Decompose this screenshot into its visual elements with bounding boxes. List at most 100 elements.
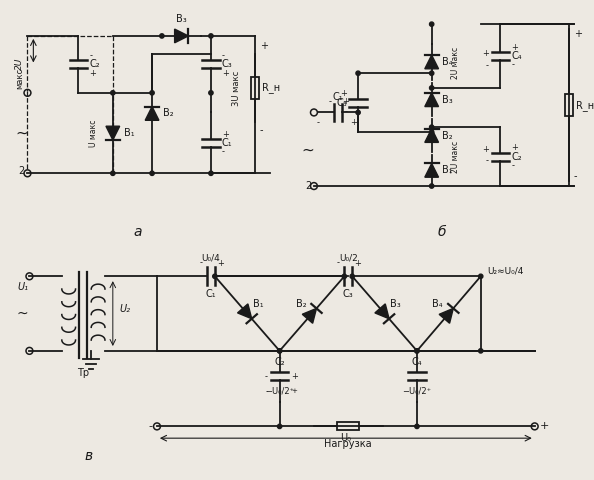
Circle shape (429, 130, 434, 134)
Text: -: - (511, 161, 514, 170)
Text: B₃: B₃ (443, 95, 453, 105)
Text: C₂: C₂ (274, 357, 285, 367)
Text: +: + (482, 144, 489, 154)
Bar (565, 94, 573, 116)
Circle shape (415, 424, 419, 429)
Text: -: - (328, 97, 331, 106)
Text: 2U макс: 2U макс (451, 48, 460, 80)
Circle shape (160, 34, 164, 38)
Text: -: - (148, 421, 152, 432)
Text: +: + (350, 118, 356, 127)
Text: C₃: C₃ (337, 97, 347, 108)
Text: +: + (355, 259, 362, 267)
Circle shape (150, 91, 154, 95)
Text: B₂: B₂ (443, 131, 453, 141)
Text: -: - (337, 259, 340, 267)
Circle shape (429, 22, 434, 26)
Polygon shape (425, 93, 438, 107)
Text: +: + (89, 69, 96, 78)
Circle shape (150, 171, 154, 176)
Text: B₄: B₄ (432, 299, 443, 309)
Text: -: - (89, 51, 92, 60)
Text: 3U макс: 3U макс (232, 70, 241, 106)
Text: -: - (317, 118, 320, 127)
Text: +: + (539, 421, 549, 432)
Text: ~: ~ (15, 126, 28, 141)
Circle shape (277, 424, 282, 429)
Text: -: - (574, 171, 577, 181)
Text: U₂≈U₀/4: U₂≈U₀/4 (488, 267, 524, 276)
Text: +: + (340, 89, 347, 98)
Polygon shape (425, 129, 438, 143)
Text: б: б (437, 225, 446, 239)
Text: −U₀/2⁺: −U₀/2⁺ (402, 386, 431, 395)
Text: C₁: C₁ (333, 92, 343, 102)
Circle shape (356, 110, 360, 115)
Text: -: - (485, 61, 489, 70)
Circle shape (479, 348, 483, 353)
Text: ~: ~ (302, 142, 314, 157)
Text: U₀: U₀ (340, 433, 351, 443)
Circle shape (356, 71, 360, 75)
Text: +: + (342, 97, 349, 106)
Polygon shape (175, 29, 188, 43)
Text: U₂: U₂ (119, 304, 131, 313)
Circle shape (208, 91, 213, 95)
Circle shape (277, 348, 282, 353)
Text: 2U макс: 2U макс (451, 141, 460, 173)
Text: +: + (511, 144, 518, 152)
Polygon shape (425, 164, 438, 177)
Bar (337, 422, 359, 431)
Text: -: - (222, 51, 225, 60)
Text: 2U: 2U (15, 57, 24, 70)
Text: C₁: C₁ (222, 138, 232, 148)
Circle shape (479, 274, 483, 278)
Text: макс: макс (15, 68, 24, 89)
Text: C₁: C₁ (206, 289, 216, 299)
Circle shape (208, 171, 213, 176)
Text: B₂: B₂ (296, 299, 306, 309)
Text: C₂: C₂ (511, 152, 522, 162)
Text: -: - (511, 60, 514, 70)
Text: в: в (84, 449, 92, 463)
Text: +: + (292, 388, 297, 394)
Circle shape (342, 274, 346, 278)
Text: U₀/2: U₀/2 (339, 253, 358, 263)
Text: -: - (266, 388, 268, 394)
Text: +: + (292, 372, 298, 381)
Polygon shape (375, 304, 389, 319)
Polygon shape (145, 107, 159, 120)
Text: +: + (222, 130, 229, 139)
Circle shape (110, 171, 115, 176)
Circle shape (350, 274, 355, 278)
Circle shape (415, 348, 419, 353)
Text: U₁: U₁ (17, 282, 28, 292)
Circle shape (110, 91, 115, 95)
Polygon shape (302, 308, 317, 323)
Circle shape (429, 71, 434, 75)
Bar (251, 77, 259, 99)
Text: -: - (200, 259, 203, 267)
Circle shape (277, 348, 282, 353)
Text: B₄: B₄ (443, 57, 453, 67)
Text: -: - (265, 372, 268, 381)
Polygon shape (106, 126, 119, 140)
Text: C₂: C₂ (89, 60, 100, 70)
Text: +: + (574, 29, 582, 39)
Text: -: - (222, 147, 225, 156)
Text: а: а (133, 225, 141, 239)
Text: +: + (260, 41, 268, 51)
Text: -: - (345, 107, 347, 116)
Polygon shape (439, 308, 453, 323)
Text: +: + (217, 259, 224, 267)
Text: B₁: B₁ (253, 299, 264, 309)
Text: C₃: C₃ (343, 289, 353, 299)
Text: U макс: U макс (89, 120, 98, 147)
Text: -: - (260, 125, 264, 135)
Circle shape (208, 34, 213, 38)
Text: B₁: B₁ (443, 165, 453, 175)
Text: C₃: C₃ (222, 60, 232, 70)
Circle shape (213, 274, 217, 278)
Text: B₂: B₂ (163, 108, 173, 119)
Text: -: - (485, 156, 489, 166)
